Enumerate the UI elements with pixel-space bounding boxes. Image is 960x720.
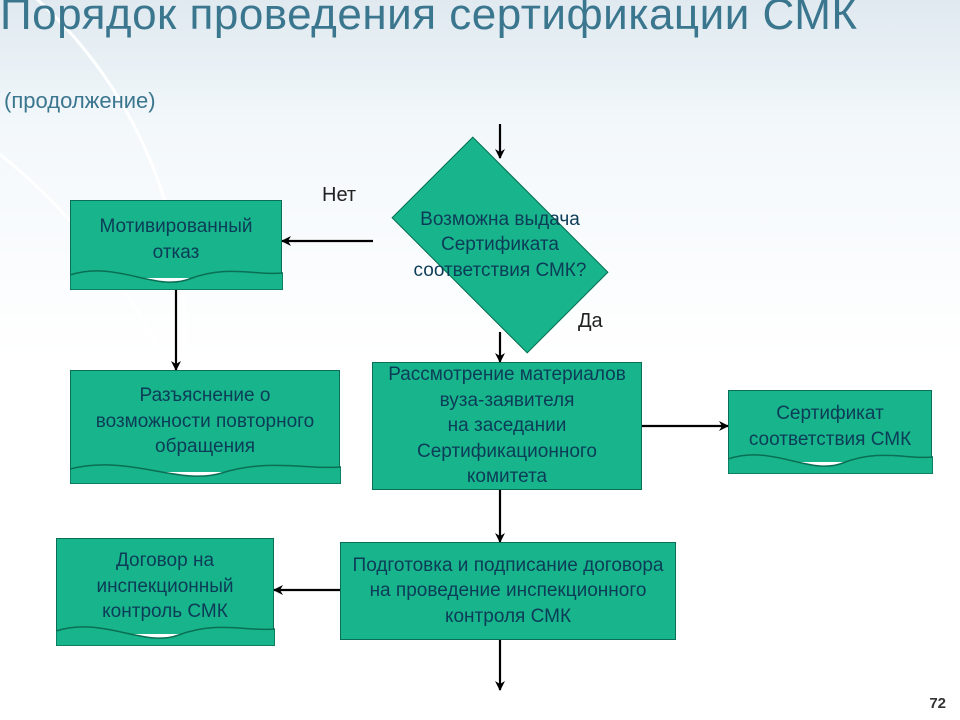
slide-subtitle: (продолжение) bbox=[4, 88, 156, 114]
node-clarify: Разъяснение овозможности повторногообращ… bbox=[70, 370, 340, 472]
node-contractPrep: Подготовка и подписание договорана прове… bbox=[340, 542, 676, 640]
node-decision: Возможна выдачаСертификатасоответствия С… bbox=[340, 155, 660, 335]
page-number: 72 bbox=[929, 695, 946, 712]
slide: Порядок проведения сертификации СМК (про… bbox=[0, 0, 960, 720]
decision-yes-label: Да bbox=[578, 310, 603, 333]
node-clarify-label: Разъяснение овозможности повторногообращ… bbox=[96, 383, 315, 460]
node-review: Рассмотрение материаловвуза-заявителяна … bbox=[372, 362, 642, 490]
node-decision-label: Возможна выдачаСертификатасоответствия С… bbox=[340, 155, 660, 335]
node-contractPrep-label: Подготовка и подписание договорана прове… bbox=[353, 553, 664, 630]
node-review-label: Рассмотрение материаловвуза-заявителяна … bbox=[383, 362, 631, 490]
node-contractDoc: Договор наинспекционныйконтроль СМК bbox=[56, 538, 274, 634]
node-refusal: Мотивированныйотказ bbox=[70, 200, 282, 278]
decision-no-label: Нет bbox=[322, 184, 356, 207]
node-cert-label: Сертификатсоответствия СМК bbox=[749, 401, 911, 452]
node-refusal-label: Мотивированныйотказ bbox=[99, 214, 252, 265]
slide-title: Порядок проведения сертификации СМК bbox=[0, 0, 858, 40]
node-contractDoc-label: Договор наинспекционныйконтроль СМК bbox=[96, 548, 233, 625]
node-cert: Сертификатсоответствия СМК bbox=[728, 390, 932, 462]
